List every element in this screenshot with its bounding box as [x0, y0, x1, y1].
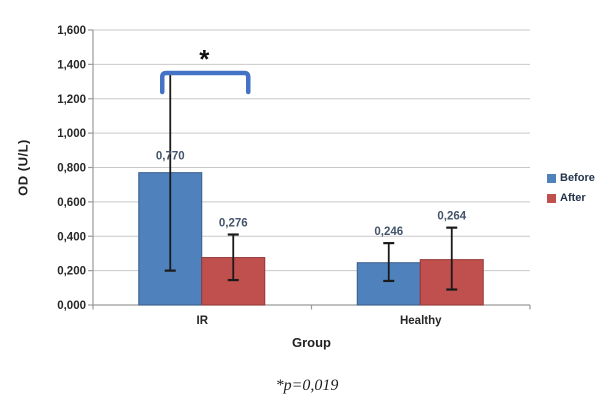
legend-swatch-before [547, 173, 556, 183]
y-tick-label: 1,200 [57, 94, 86, 106]
data-label-healthy-before: 0,246 [374, 226, 403, 238]
data-label-ir-before: 0,770 [156, 151, 185, 163]
y-tick-label: 1,000 [57, 128, 86, 140]
legend: Before After [547, 172, 595, 212]
legend-label-after: After [560, 192, 586, 204]
x-axis-title: Group [292, 335, 331, 350]
y-tick-label: 0,200 [57, 266, 86, 278]
y-tick-label: 1,600 [57, 25, 86, 37]
y-tick-label: 0,800 [57, 163, 86, 175]
data-label-ir-after: 0,276 [219, 218, 248, 230]
legend-item-after[interactable]: After [547, 192, 595, 204]
y-axis-title: OD (U/L) [15, 139, 31, 196]
category-label-healthy: Healthy [400, 315, 442, 327]
data-label-healthy-after: 0,264 [437, 211, 466, 223]
legend-item-before[interactable]: Before [547, 172, 595, 184]
legend-swatch-after [547, 193, 556, 203]
significance-bracket [160, 70, 251, 95]
category-label-ir: IR [197, 315, 209, 327]
y-tick-label: 0,000 [57, 300, 86, 312]
y-tick-label: 0,600 [57, 197, 86, 209]
significance-asterisk: * [199, 44, 210, 74]
legend-label-before: Before [560, 172, 595, 184]
y-tick-label: 1,400 [57, 59, 86, 71]
y-tick-label: 0,400 [57, 231, 86, 243]
significance-footnote: *p=0,019 [275, 377, 339, 394]
